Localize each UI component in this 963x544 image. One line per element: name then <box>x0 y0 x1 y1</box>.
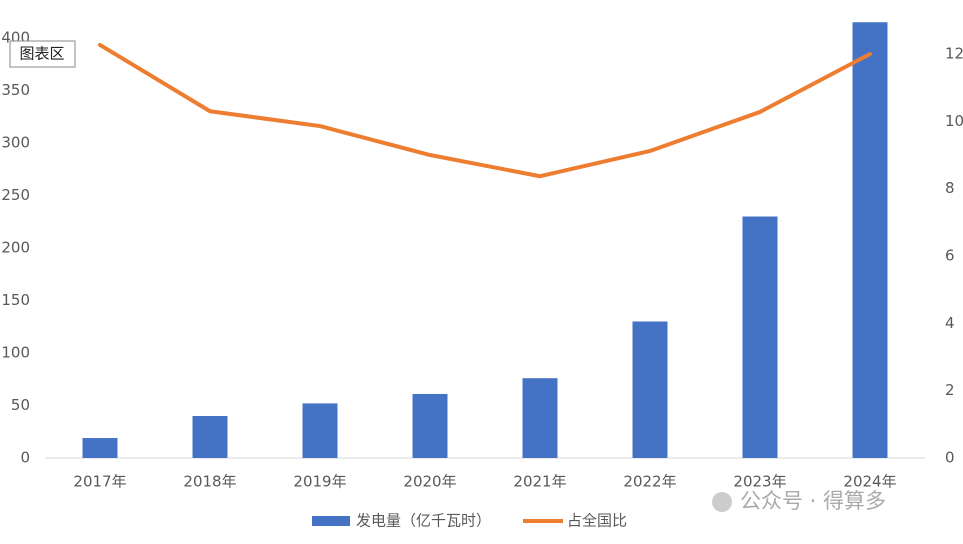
watermark-icon <box>712 492 732 512</box>
legend-swatch <box>312 516 350 526</box>
bar <box>412 393 448 458</box>
y-tick-label: 150 <box>1 291 30 309</box>
y-tick-label: 300 <box>1 134 30 152</box>
x-tick-label: 2020年 <box>403 473 456 491</box>
y2-tick-label: 6 <box>945 247 955 265</box>
bar <box>632 321 668 458</box>
x-tick-label: 2021年 <box>513 473 566 491</box>
x-tick-label: 2019年 <box>293 473 346 491</box>
legend-label: 占全国比 <box>567 512 627 530</box>
x-tick-label: 2018年 <box>183 473 236 491</box>
x-tick-label: 2024年 <box>843 473 896 491</box>
x-tick-label: 2023年 <box>733 473 786 491</box>
y-tick-label: 250 <box>1 186 30 204</box>
x-tick-label: 2022年 <box>623 473 676 491</box>
y-tick-label: 0 <box>20 449 30 467</box>
watermark-text: 公众号 · 得算多 <box>740 489 886 513</box>
y-tick-label: 200 <box>1 239 30 257</box>
y2-tick-label: 10 <box>945 112 963 130</box>
y-tick-label: 100 <box>1 344 30 362</box>
legend-label: 发电量（亿千瓦时） <box>356 512 491 530</box>
tooltip-box <box>9 40 76 68</box>
bar <box>852 22 888 458</box>
y2-tick-label: 0 <box>945 449 955 467</box>
bar <box>192 416 228 458</box>
bar <box>522 378 558 458</box>
y2-tick-label: 8 <box>945 179 955 197</box>
line <box>98 42 872 179</box>
x-tick-label: 2017年 <box>73 473 126 491</box>
y-tick-label: 50 <box>11 396 30 414</box>
bar <box>82 438 118 458</box>
y2-tick-label: 2 <box>945 381 955 399</box>
bar <box>742 216 778 458</box>
y2-tick-label: 12 <box>945 45 963 63</box>
y2-tick-label: 4 <box>945 314 955 332</box>
y-tick-label: 350 <box>1 81 30 99</box>
bar <box>302 403 338 458</box>
tooltip-text: 图表区 <box>19 45 64 63</box>
